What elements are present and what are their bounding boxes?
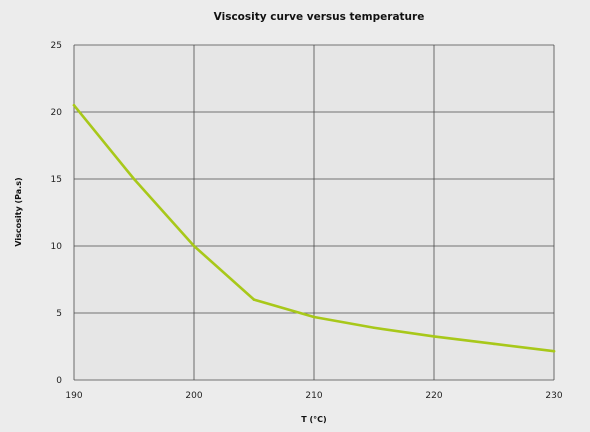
x-axis-label: T (°C) [301,415,326,424]
y-tick-label: 20 [51,108,63,118]
y-tick-label: 0 [56,376,62,386]
data-point [72,104,76,107]
y-tick-label: 25 [51,41,62,51]
data-point [432,335,436,338]
x-tick-label: 230 [545,391,562,401]
data-point [372,326,376,330]
y-tick-label: 10 [51,242,63,252]
series-group [72,104,556,353]
x-tick-label: 210 [305,391,322,401]
x-tick-label: 190 [65,391,82,401]
data-point [192,244,196,248]
y-tick-label: 5 [56,309,62,319]
data-point [552,349,556,353]
y-axis-label: Viscosity (Pa.s) [14,177,23,246]
x-tick-label: 220 [425,391,442,401]
x-tick-label: 200 [185,391,202,401]
grid-lines [73,44,555,381]
y-tick-label: 15 [51,175,62,185]
tick-labels: 190 200 210 220 230 0 5 10 15 20 25 [51,41,563,401]
chart-title: Viscosity curve versus temperature [214,11,425,23]
data-point [132,177,136,181]
data-point [252,298,256,301]
data-point [312,315,316,319]
data-point [492,342,496,346]
